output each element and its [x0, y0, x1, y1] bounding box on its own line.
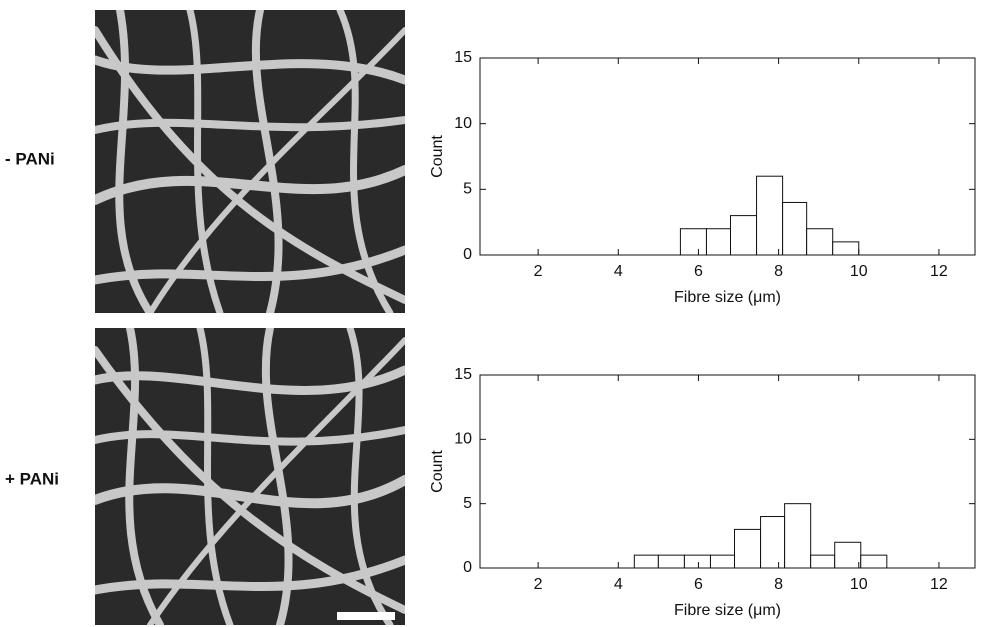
y-tick-label: 15	[454, 49, 472, 66]
bar	[735, 529, 761, 568]
x-tick-label: 10	[850, 576, 868, 593]
bar	[861, 555, 887, 568]
y-tick-label: 10	[454, 115, 472, 132]
y-tick-label: 5	[463, 495, 472, 512]
panel-label: + PANi	[5, 469, 59, 488]
x-tick-label: 2	[534, 576, 543, 593]
sem-image	[95, 10, 405, 313]
bar	[710, 555, 734, 568]
bar	[811, 555, 835, 568]
bar	[807, 229, 833, 255]
bar	[761, 517, 785, 568]
panel-label: - PANi	[5, 149, 55, 168]
x-tick-label: 6	[694, 576, 703, 593]
bar	[785, 504, 811, 568]
x-tick-label: 8	[774, 576, 783, 593]
y-tick-label: 0	[463, 246, 472, 263]
y-tick-label: 15	[454, 366, 472, 383]
x-tick-label: 12	[930, 263, 948, 280]
bar	[684, 555, 710, 568]
bar	[680, 229, 706, 255]
x-tick-label: 2	[534, 263, 543, 280]
plot-frame	[480, 58, 975, 255]
x-axis-label: Fibre size (μm)	[674, 602, 781, 619]
x-tick-label: 6	[694, 263, 703, 280]
x-tick-label: 4	[614, 263, 623, 280]
figure: - PANi 0 5 10 15 2 4 6 8 10 12 Fibre size (μm) Count…	[0, 0, 988, 627]
bar	[634, 555, 658, 568]
bar	[783, 202, 807, 255]
bar	[658, 555, 684, 568]
x-tick-label: 12	[930, 576, 948, 593]
y-tick-label: 10	[454, 431, 472, 448]
x-tick-label: 8	[774, 263, 783, 280]
bar	[757, 176, 783, 255]
x-tick-label: 10	[850, 263, 868, 280]
x-axis-label: Fibre size (μm)	[674, 289, 781, 306]
bar	[833, 242, 859, 255]
y-tick-label: 0	[463, 559, 472, 576]
sem-image	[95, 328, 405, 625]
bar	[731, 216, 757, 255]
x-tick-label: 4	[614, 576, 623, 593]
y-axis-label: Count	[429, 135, 446, 178]
page: - PANi 0 5 10 15 2 4 6 8 10 12 Fibre size (μm) Count…	[0, 0, 988, 627]
y-tick-label: 5	[463, 181, 472, 198]
y-axis-label: Count	[429, 450, 446, 493]
bar	[835, 542, 861, 568]
bar	[706, 229, 730, 255]
plot-frame	[480, 375, 975, 568]
